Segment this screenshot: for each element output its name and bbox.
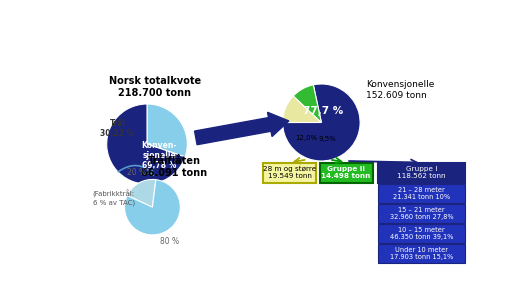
Text: (Fabrikktrål:
6 % av TAC): (Fabrikktrål: 6 % av TAC): [92, 190, 135, 206]
Text: Norsk totalkvote
218.700 tonn: Norsk totalkvote 218.700 tonn: [109, 76, 201, 98]
Wedge shape: [127, 179, 156, 207]
FancyBboxPatch shape: [263, 162, 316, 182]
Text: 9,5%: 9,5%: [319, 137, 337, 143]
FancyBboxPatch shape: [320, 162, 373, 182]
FancyArrow shape: [195, 112, 289, 145]
Text: Gruppe I
118.562 tonn: Gruppe I 118.562 tonn: [397, 166, 446, 179]
Text: 20 %: 20 %: [128, 168, 146, 177]
Text: Gruppe II
14.498 tonn: Gruppe II 14.498 tonn: [321, 166, 371, 179]
Text: Under 10 meter
17.903 tonn 15,1%: Under 10 meter 17.903 tonn 15,1%: [390, 247, 453, 260]
Text: Konvensjonelle
152.609 tonn: Konvensjonelle 152.609 tonn: [366, 80, 435, 100]
Text: 21 – 28 meter
21.341 tonn 10%: 21 – 28 meter 21.341 tonn 10%: [393, 187, 450, 200]
FancyArrowPatch shape: [118, 165, 153, 175]
Text: 28 m og større
19.549 tonn: 28 m og større 19.549 tonn: [263, 166, 316, 179]
FancyBboxPatch shape: [378, 204, 465, 223]
Wedge shape: [107, 104, 185, 184]
Wedge shape: [147, 104, 187, 157]
Text: Konven-
sjonelle
69,78 %: Konven- sjonelle 69,78 %: [142, 141, 177, 171]
Text: 10 – 15 meter
46.350 tonn 39,1%: 10 – 15 meter 46.350 tonn 39,1%: [390, 227, 453, 240]
Wedge shape: [282, 84, 360, 161]
Text: 77,7 %: 77,7 %: [303, 106, 343, 116]
Text: 12,0%: 12,0%: [295, 135, 317, 141]
Wedge shape: [124, 180, 180, 235]
Text: Trålflåten
66.091 tonn: Trålflåten 66.091 tonn: [141, 156, 207, 178]
FancyBboxPatch shape: [378, 184, 465, 203]
FancyBboxPatch shape: [378, 224, 465, 243]
Wedge shape: [282, 96, 321, 123]
Text: 80 %: 80 %: [160, 237, 179, 246]
FancyBboxPatch shape: [378, 244, 465, 263]
FancyBboxPatch shape: [378, 162, 465, 182]
Text: Trål
30,22 %: Trål 30,22 %: [100, 119, 134, 138]
Wedge shape: [293, 85, 321, 123]
Text: 15 – 21 meter
32.960 tonn 27,8%: 15 – 21 meter 32.960 tonn 27,8%: [390, 207, 453, 220]
